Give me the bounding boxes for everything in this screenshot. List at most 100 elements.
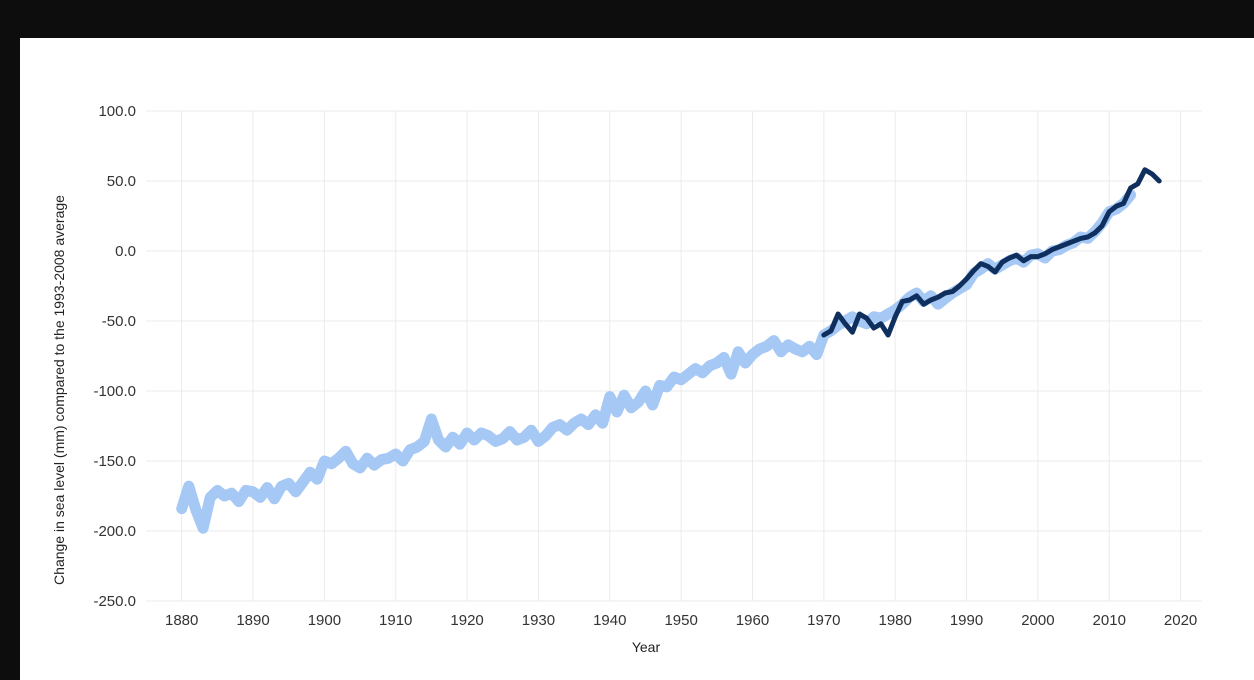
x-axis-title: Year	[632, 639, 661, 655]
data-point	[887, 313, 889, 315]
data-point	[851, 331, 854, 333]
data-point	[930, 299, 932, 301]
data-point	[1051, 249, 1053, 251]
data-point	[709, 365, 711, 367]
x-tick-label: 1880	[165, 612, 198, 629]
data-point	[231, 492, 233, 494]
data-point	[723, 356, 725, 358]
data-point	[980, 268, 982, 270]
data-point	[880, 323, 882, 325]
data-point	[259, 496, 261, 498]
grid	[146, 110, 1202, 602]
data-point	[830, 330, 832, 332]
data-point	[1030, 256, 1032, 258]
data-point	[773, 340, 775, 342]
x-axis-ticks: 1880 1890 1900 1910 1920 1930 1940 1950 1960 1970…	[165, 612, 1197, 629]
data-point	[573, 422, 575, 424]
data-point	[901, 300, 903, 302]
data-point	[944, 292, 946, 294]
data-point	[844, 323, 846, 325]
data-point	[452, 436, 454, 438]
data-point	[459, 443, 461, 445]
data-point	[887, 334, 889, 336]
data-point	[373, 464, 375, 466]
data-point	[737, 351, 739, 353]
data-point	[923, 303, 925, 305]
data-point	[509, 431, 511, 433]
data-point	[787, 344, 789, 346]
data-point	[195, 509, 197, 511]
data-point	[216, 489, 218, 491]
data-point	[716, 362, 718, 364]
data-point	[409, 449, 411, 451]
data-point	[552, 426, 554, 428]
data-point	[894, 309, 896, 311]
data-point	[188, 485, 190, 487]
data-point	[873, 327, 875, 329]
data-point	[423, 440, 425, 442]
data-point	[694, 368, 697, 370]
data-point	[780, 351, 782, 353]
data-point	[445, 446, 447, 448]
data-point	[580, 418, 582, 420]
y-axis-ticks: 100.0 50.0 0.0 -50.0 -100.0 -150.0 -200.0 -250.…	[93, 103, 136, 610]
y-axis-title: Change in sea level (mm) compared to the…	[51, 195, 67, 585]
data-point	[323, 460, 325, 462]
y-tick-label: -150.0	[93, 453, 136, 470]
data-point	[402, 460, 404, 462]
data-point	[965, 284, 968, 286]
data-point	[288, 482, 290, 484]
data-point	[880, 317, 882, 319]
data-point	[273, 498, 275, 500]
data-point	[1137, 183, 1139, 185]
data-point	[416, 446, 418, 448]
series-layer	[176, 167, 1162, 534]
data-point	[1065, 243, 1067, 245]
data-point	[866, 317, 868, 319]
data-point	[980, 263, 982, 265]
data-point	[338, 457, 340, 459]
data-point	[1130, 194, 1132, 196]
data-point	[380, 459, 383, 461]
data-point	[766, 345, 768, 347]
data-point	[181, 508, 183, 510]
data-point	[566, 429, 568, 431]
y-tick-label: -50.0	[102, 313, 136, 330]
series-line-1	[821, 167, 1162, 338]
y-tick-label: 0.0	[115, 243, 136, 260]
data-point	[851, 316, 854, 318]
data-point	[837, 324, 839, 326]
data-point	[430, 418, 432, 420]
data-point	[666, 386, 668, 388]
x-tick-label: 1940	[593, 612, 626, 629]
data-point	[352, 463, 354, 465]
data-point	[1115, 205, 1117, 207]
data-point	[330, 463, 333, 465]
data-point	[644, 390, 647, 392]
data-point	[759, 348, 761, 350]
x-tick-label: 1950	[664, 612, 697, 629]
data-point	[202, 527, 204, 529]
data-point	[858, 313, 861, 315]
data-point	[794, 348, 796, 350]
data-point	[1144, 169, 1146, 171]
data-point	[965, 278, 968, 280]
data-point	[873, 316, 875, 318]
x-tick-label: 1910	[379, 612, 412, 629]
data-point	[616, 411, 618, 413]
data-point	[480, 432, 482, 434]
data-point	[987, 265, 989, 267]
y-tick-label: -200.0	[93, 523, 136, 540]
data-point	[958, 285, 961, 287]
data-point	[487, 435, 490, 437]
data-point	[537, 440, 540, 442]
data-point	[916, 295, 918, 297]
data-point	[744, 362, 747, 364]
data-point	[866, 323, 868, 325]
data-point	[973, 270, 975, 272]
data-point	[994, 271, 996, 273]
data-point	[1044, 257, 1046, 259]
x-tick-label: 2000	[1021, 612, 1054, 629]
data-point	[395, 453, 397, 455]
